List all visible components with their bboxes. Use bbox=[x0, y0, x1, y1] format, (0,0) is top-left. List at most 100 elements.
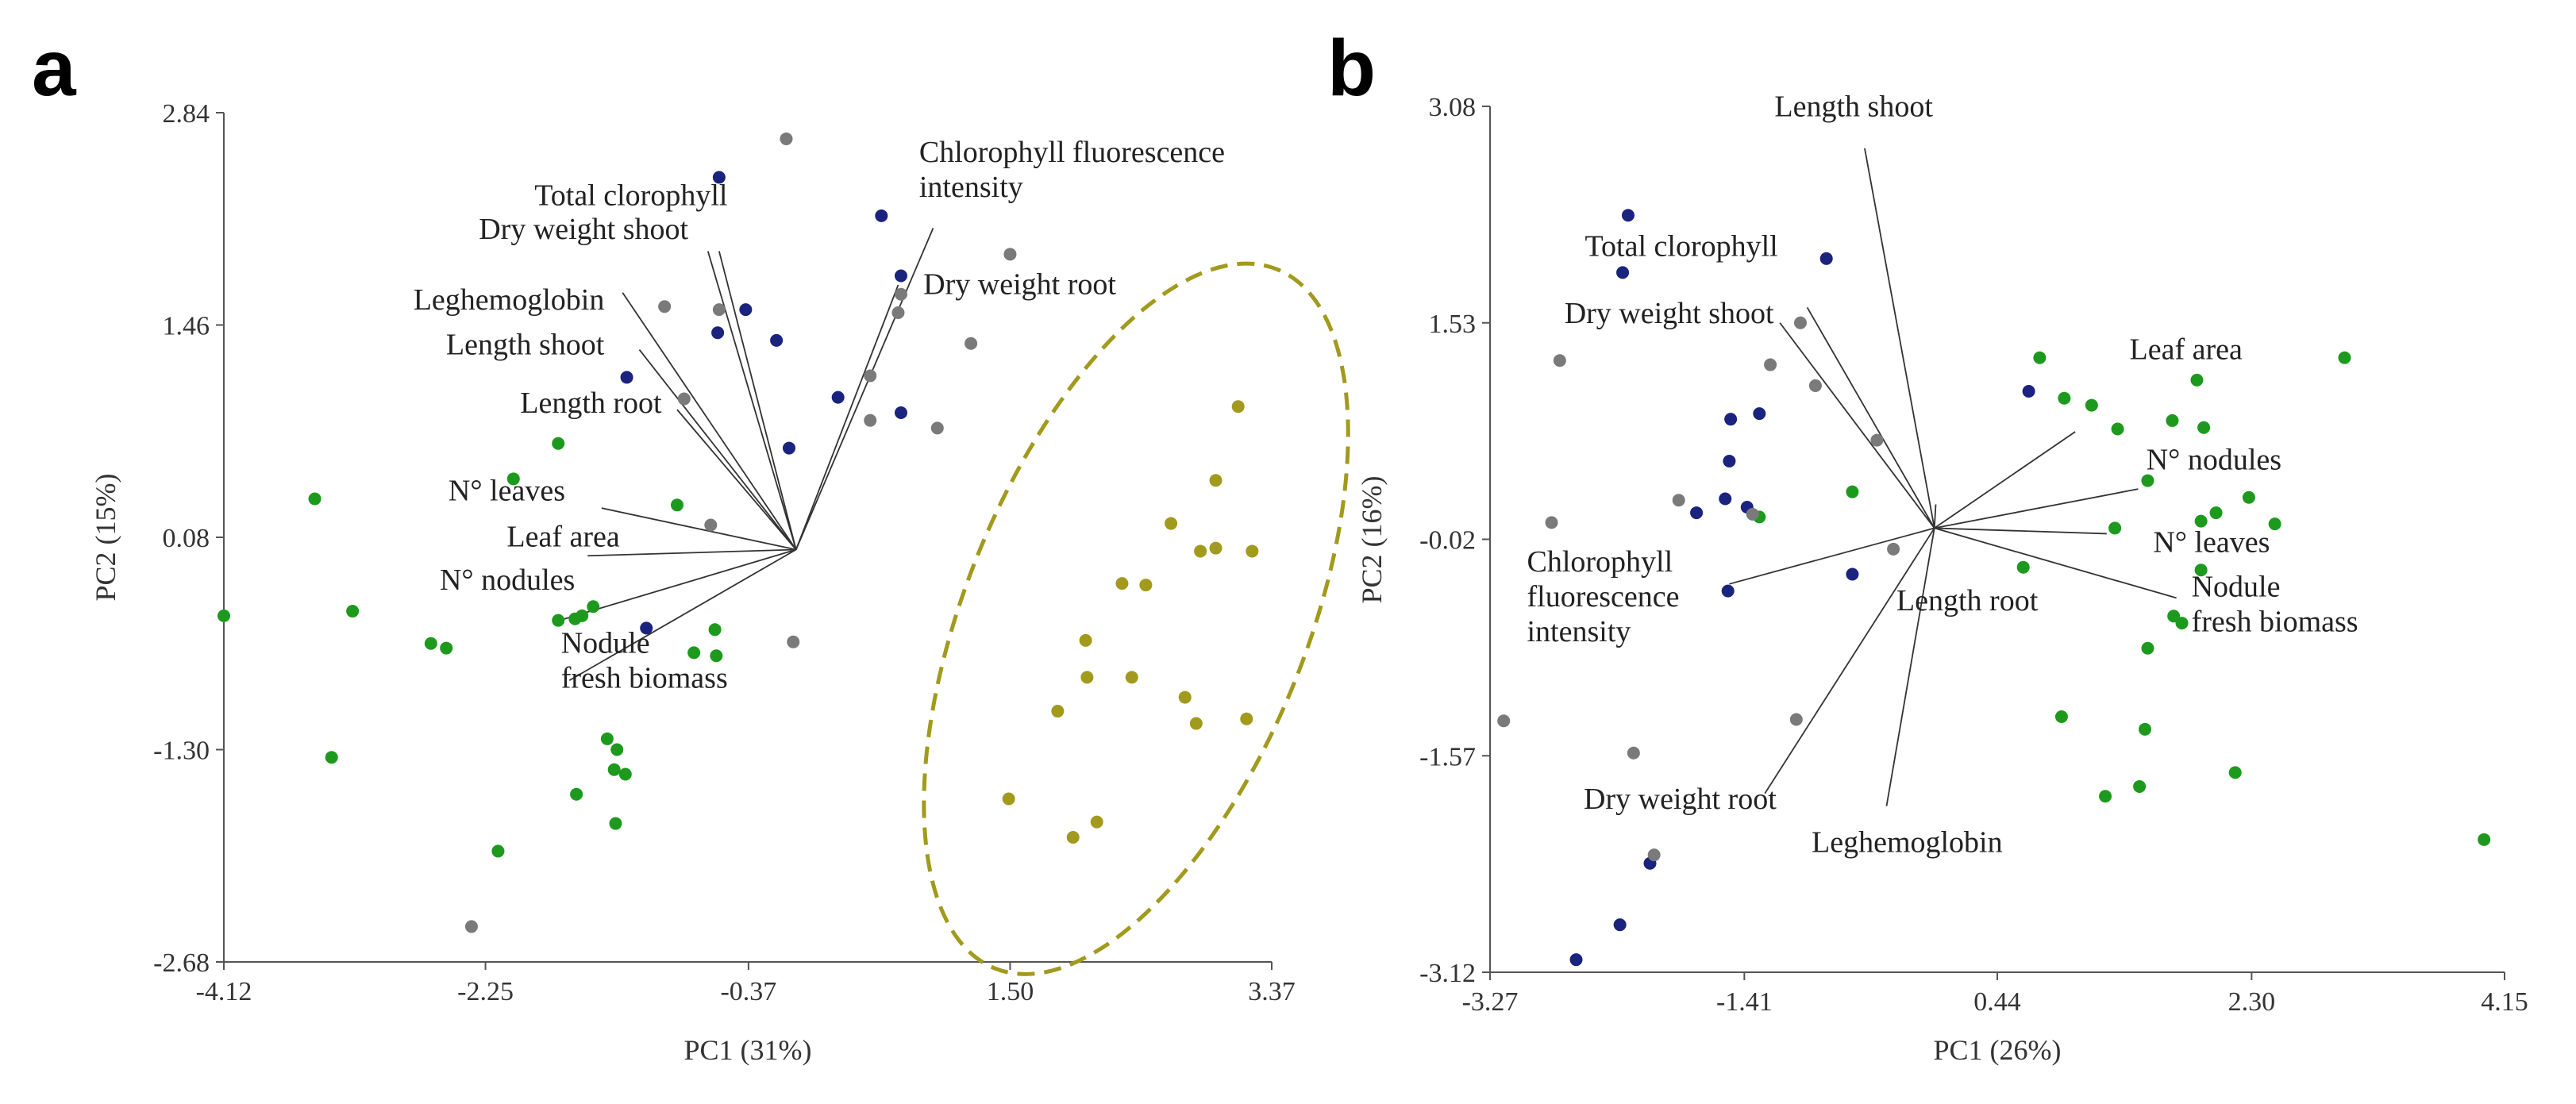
panel-b-point-green bbox=[2197, 421, 2211, 434]
panel-b-loading-label: Chlorophyll fluorescence intensity bbox=[1527, 545, 1680, 648]
panel-b-point-navy bbox=[2022, 384, 2035, 398]
panel-a-point-green bbox=[708, 623, 722, 637]
panel-a-loading-vector bbox=[676, 409, 797, 551]
panel-b-point-gray bbox=[1647, 848, 1661, 862]
panel-b-loading-vector bbox=[1933, 504, 1937, 529]
panel-b-y-tick-label: 3.08 bbox=[1429, 93, 1477, 122]
panel-b-loading-label: Dry weight root bbox=[1584, 783, 1777, 816]
panel-a-loading-vector bbox=[568, 548, 797, 682]
panel-a-point-gray bbox=[787, 635, 800, 648]
panel-a-loading-label: Leghemoglobin bbox=[414, 283, 605, 317]
panel-a-point-green bbox=[600, 732, 614, 745]
panel-b-point-gray bbox=[1672, 494, 1685, 507]
panel-a-point-gray bbox=[894, 287, 907, 301]
panel-b-point-navy bbox=[1753, 407, 1766, 421]
panel-b-y-tick-label: -0.02 bbox=[1419, 526, 1476, 556]
panel-a-point-gray bbox=[930, 421, 944, 435]
panel-b-point-navy bbox=[1690, 506, 1704, 520]
panel-b-biplot: -3.27 -1.41 0.44 2.30 4.15 3.08 1.53 -0.02 -1.57… bbox=[1356, 90, 2528, 1066]
panel-a-point-olive bbox=[1079, 633, 1092, 647]
panel-b-y-axis-title: PC2 (16%) bbox=[1356, 476, 1388, 604]
panel-a-point-navy bbox=[711, 326, 725, 340]
panel-b-point-navy bbox=[1723, 454, 1736, 467]
panel-a-point-navy bbox=[770, 333, 784, 347]
panel-a-point-navy bbox=[875, 209, 888, 222]
panel-a-point-olive bbox=[1231, 400, 1245, 414]
panel-b-point-green bbox=[2054, 710, 2068, 723]
panel-a-point-green bbox=[618, 767, 632, 781]
panel-b-loading-label: Leaf area bbox=[2130, 333, 2243, 367]
panel-b-point-green bbox=[2058, 391, 2071, 405]
panel-b-point-green bbox=[2478, 833, 2491, 846]
panel-a-loading-label: Dry weight root bbox=[923, 268, 1116, 302]
panel-b-loading-label: Length shoot bbox=[1774, 90, 1933, 123]
panel-a-point-green bbox=[346, 605, 360, 618]
panel-b-point-navy bbox=[1721, 584, 1735, 598]
panel-b-point-gray bbox=[1746, 507, 1759, 521]
panel-a-point-green bbox=[491, 844, 505, 858]
panel-a-point-gray bbox=[965, 337, 978, 350]
panel-b-point-navy bbox=[1819, 252, 1833, 265]
panel-b-loading-label: N° nodules bbox=[2147, 444, 2281, 477]
panel-a-point-green bbox=[710, 649, 723, 663]
panel-b-point-green bbox=[2209, 506, 2223, 520]
panel-a-point-green bbox=[671, 498, 684, 512]
panel-b-point-green bbox=[2141, 641, 2154, 655]
panel-a-point-olive bbox=[1115, 577, 1129, 590]
panel-b-point-gray bbox=[1793, 316, 1807, 329]
panel-b-point-gray bbox=[1627, 746, 1640, 760]
panel-b-loading-label: Dry weight shoot bbox=[1565, 297, 1774, 330]
panel-b-loading-vector bbox=[1729, 527, 1935, 585]
panel-a-point-olive bbox=[1051, 705, 1065, 718]
panel-a-point-gray bbox=[780, 132, 793, 145]
panel-a-point-olive bbox=[1209, 474, 1223, 487]
panel-a-loading-vector bbox=[795, 228, 934, 550]
panel-b-loading-vector bbox=[1934, 527, 2177, 599]
panel-b-point-gray bbox=[1764, 358, 1777, 371]
panel-b-point-gray bbox=[1497, 714, 1511, 728]
panel-a-loading-vector bbox=[638, 348, 797, 551]
panel-a-loading-label: Chlorophyll fluorescence intensity bbox=[919, 136, 1225, 204]
panel-a-point-green bbox=[218, 609, 230, 622]
panel-a-point-gray bbox=[1003, 248, 1017, 261]
panel-a-loading-vector bbox=[587, 548, 796, 557]
panel-b-x-axis-title: PC1 (26%) bbox=[1934, 1034, 2062, 1066]
panel-a-point-navy bbox=[640, 621, 653, 635]
panel-b-point-green bbox=[2194, 514, 2208, 528]
panel-a-loading-label: N° leaves bbox=[449, 474, 565, 507]
panel-a-y-tick-label: 0.08 bbox=[163, 524, 210, 553]
panel-b-x-tick-label: 4.15 bbox=[2481, 987, 2528, 1017]
panel-a-point-navy bbox=[831, 390, 845, 404]
panel-a-x-tick-label: -0.37 bbox=[720, 977, 776, 1006]
panel-b-loading-label: Length root bbox=[1896, 584, 2039, 617]
panel-a-point-gray bbox=[864, 414, 877, 427]
panel-b-y-tick-label: -1.57 bbox=[1419, 742, 1476, 771]
panel-b-point-green bbox=[1846, 485, 1859, 498]
panel-a-point-green bbox=[610, 743, 624, 756]
panel-a-loading-label: Length root bbox=[520, 387, 662, 420]
panel-a-loading-vector bbox=[795, 284, 899, 550]
panel-a-point-navy bbox=[712, 171, 726, 184]
panel-b-point-green bbox=[2016, 560, 2030, 574]
panel-a-point-green bbox=[552, 614, 565, 627]
panel-a-point-olive bbox=[1194, 544, 1207, 558]
panel-b-loading-label: Leghemoglobin bbox=[1812, 826, 2003, 860]
panel-a-point-green bbox=[576, 609, 589, 622]
panel-a-point-gray bbox=[658, 300, 672, 314]
panel-b-loading-vector bbox=[1885, 528, 1935, 806]
panel-b-loading-vector bbox=[1779, 322, 1935, 529]
panel-b-point-navy bbox=[1613, 918, 1627, 932]
panel-a-point-olive bbox=[1178, 690, 1192, 704]
panel-b-point-green bbox=[2268, 517, 2281, 531]
panel-label-b: b bbox=[1327, 24, 1376, 113]
panel-a-y-tick-label: -2.68 bbox=[153, 948, 210, 978]
panel-a-point-gray bbox=[677, 392, 691, 406]
panel-a-point-green bbox=[308, 492, 322, 506]
panel-a-point-gray bbox=[864, 369, 877, 383]
panel-b-point-gray bbox=[1553, 354, 1566, 367]
panel-b-point-green bbox=[2085, 398, 2098, 412]
panel-b-x-tick-label: -3.27 bbox=[1462, 987, 1519, 1017]
panel-b-loading-vector bbox=[1934, 431, 2076, 529]
panel-a-point-green bbox=[607, 763, 621, 776]
